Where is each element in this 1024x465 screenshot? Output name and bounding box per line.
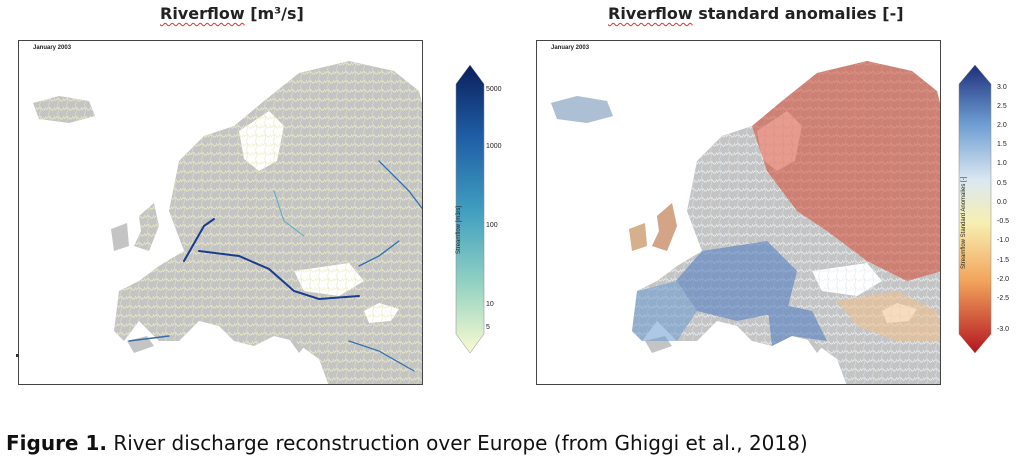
colorbar-tick: 1.5 <box>997 141 1007 148</box>
colorbar-tick: 2.0 <box>997 122 1007 129</box>
riverflow-map-graphic <box>33 61 422 384</box>
left-title-unit: [m³/s] <box>250 4 304 23</box>
riverflow-map: January 2003 <box>18 40 423 385</box>
right-title-rest: standard anomalies [-] <box>698 4 904 23</box>
colorbar-tick: -1.0 <box>997 237 1010 244</box>
right-title-main: Riverflow <box>608 4 693 23</box>
colorbar-tick: -3.0 <box>997 326 1010 333</box>
colorbar-axis-label: Streamflow [m3/s] <box>456 205 462 254</box>
colorbar-tick: -1.5 <box>997 257 1010 264</box>
colorbar-tick: 5 <box>486 324 490 331</box>
left-title-main: Riverflow <box>160 4 245 23</box>
left-map-date-label: January 2003 <box>33 45 72 51</box>
riverflow-colorbar: 5000 1000 100 10 5 Streamflow [m3/s] <box>450 64 545 354</box>
colorbar-tick: 100 <box>486 222 498 229</box>
anomaly-colorbar: 3.0 2.5 2.0 1.5 1.0 0.5 0.0 -0.5 -1.0 -1… <box>955 64 1020 354</box>
anomaly-map-graphic <box>551 61 940 384</box>
colorbar-tick: -2.0 <box>997 276 1010 283</box>
figure-caption-text: River discharge reconstruction over Euro… <box>106 431 808 455</box>
colorbar-tick: 2.5 <box>997 103 1007 110</box>
figure-caption: Figure 1. River discharge reconstruction… <box>6 431 808 455</box>
anomaly-colorbar-graphic <box>958 64 992 354</box>
right-map-date-label: January 2003 <box>551 45 590 51</box>
colorbar-tick: 0.5 <box>997 180 1007 187</box>
left-panel-title: Riverflow [m³/s] <box>160 4 304 23</box>
colorbar-tick: 1000 <box>486 143 502 150</box>
colorbar-tick: 3.0 <box>997 84 1007 91</box>
anomaly-regions <box>551 61 940 346</box>
colorbar-tick: -0.5 <box>997 218 1010 225</box>
colorbar-tick: 5000 <box>486 86 502 93</box>
riverflow-colorbar-graphic <box>455 64 485 354</box>
colorbar-tick: 10 <box>486 301 494 308</box>
right-panel-title: Riverflow standard anomalies [-] <box>608 4 904 23</box>
major-rivers <box>128 160 422 372</box>
stray-marker <box>16 354 19 357</box>
colorbar-tick: 1.0 <box>997 160 1007 167</box>
colorbar-tick: -2.5 <box>997 295 1010 302</box>
anomaly-map: January 2003 <box>536 40 941 385</box>
colorbar-axis-label: Streamflow Standard Anomalies [-] <box>961 176 967 269</box>
figure-caption-label: Figure 1. <box>6 431 107 455</box>
colorbar-tick: 0.0 <box>997 199 1007 206</box>
